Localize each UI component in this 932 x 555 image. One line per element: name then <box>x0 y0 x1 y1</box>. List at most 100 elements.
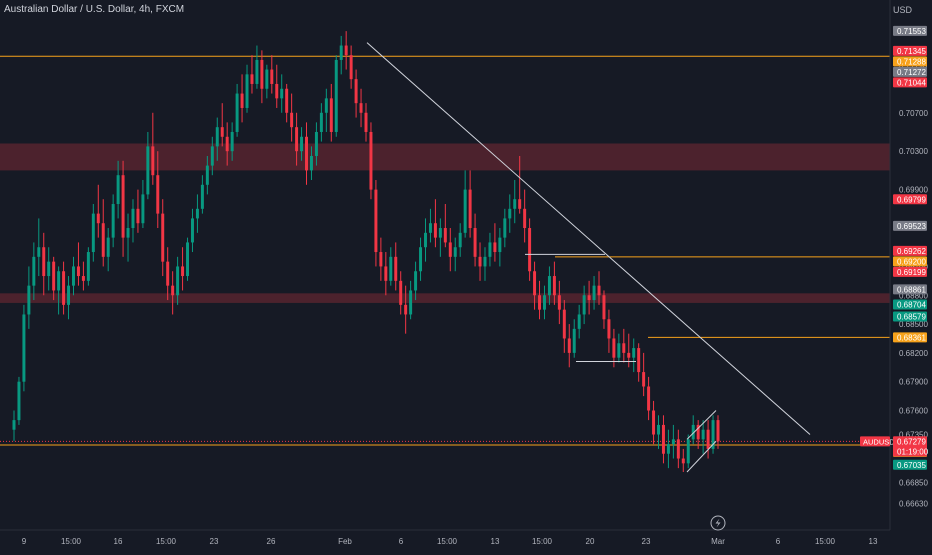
candle <box>52 256 56 301</box>
candle <box>632 338 636 373</box>
candle <box>379 237 383 281</box>
candle <box>414 261 418 301</box>
candle <box>488 232 492 267</box>
candle <box>538 280 542 320</box>
replay-icon[interactable] <box>710 515 726 531</box>
candle <box>498 228 502 267</box>
svg-text:0.68579: 0.68579 <box>897 312 926 321</box>
candle <box>126 213 130 262</box>
candle <box>156 151 160 229</box>
candle <box>473 213 477 267</box>
candle <box>696 420 700 449</box>
svg-text:0.71553: 0.71553 <box>897 27 926 36</box>
candle <box>562 300 566 353</box>
candle <box>319 103 323 142</box>
candle <box>67 276 71 320</box>
x-tick-label: 6 <box>399 537 404 546</box>
candle <box>176 256 180 305</box>
x-tick-label: Mar <box>711 537 725 546</box>
resistance-zone[interactable] <box>0 143 890 171</box>
candle <box>468 170 472 238</box>
candle <box>374 180 378 267</box>
candle <box>671 424 675 459</box>
candle <box>701 420 705 454</box>
candle <box>116 160 120 219</box>
trendline[interactable] <box>366 42 811 435</box>
candle <box>300 127 304 161</box>
price-label: 0.67035 <box>893 459 927 470</box>
candle <box>225 122 229 166</box>
trendline[interactable] <box>686 410 717 440</box>
candle <box>602 290 606 329</box>
candle <box>652 400 656 445</box>
candle <box>666 429 670 469</box>
candle <box>399 271 403 315</box>
candle <box>285 83 289 123</box>
svg-text:0.68861: 0.68861 <box>897 285 926 294</box>
y-tick-label: 0.66850 <box>899 479 928 488</box>
candle <box>587 280 591 315</box>
candle <box>151 112 155 185</box>
candle <box>716 415 720 449</box>
candle <box>676 429 680 469</box>
x-tick-label: 15:00 <box>156 537 177 546</box>
candle <box>433 199 437 248</box>
candle <box>542 285 546 320</box>
candle <box>691 415 695 445</box>
candle <box>528 218 532 281</box>
candle <box>359 88 363 128</box>
candle <box>577 304 581 339</box>
candle <box>329 83 333 142</box>
candle <box>255 45 259 89</box>
candle <box>443 204 447 248</box>
y-tick-label: 0.70700 <box>899 109 928 118</box>
candle <box>478 242 482 281</box>
x-tick-label: 15:00 <box>61 537 82 546</box>
candle <box>552 261 556 305</box>
candle <box>314 122 318 166</box>
resistance-zone[interactable] <box>0 293 890 303</box>
svg-text:0.68361: 0.68361 <box>897 333 926 342</box>
svg-text:0.71044: 0.71044 <box>897 78 926 87</box>
candle <box>62 261 66 315</box>
trendline[interactable] <box>686 440 717 473</box>
candle <box>448 228 452 272</box>
candle <box>265 64 269 99</box>
last-price-symbol: AUDUSD <box>863 437 895 446</box>
candle <box>136 189 140 233</box>
candle <box>661 415 665 464</box>
candle <box>186 237 190 281</box>
x-tick-label: 20 <box>586 537 595 546</box>
candle <box>96 184 100 238</box>
candle <box>686 434 690 469</box>
candle <box>424 218 427 262</box>
candle <box>200 175 204 214</box>
svg-text:0.69200: 0.69200 <box>897 257 926 266</box>
candle <box>657 415 660 449</box>
candle <box>205 155 209 195</box>
svg-text:0.71288: 0.71288 <box>897 57 926 66</box>
candle <box>146 131 150 200</box>
candle <box>295 112 299 166</box>
candle <box>42 232 46 296</box>
candle <box>324 88 328 132</box>
price-label: 0.68704 <box>893 299 927 310</box>
price-label: 0.68861 <box>893 284 927 295</box>
candle <box>334 55 338 137</box>
candle <box>230 122 234 161</box>
x-tick-label: 15:00 <box>437 537 458 546</box>
candle <box>508 194 512 233</box>
svg-text:0.71272: 0.71272 <box>897 68 926 77</box>
price-label: 0.69199 <box>893 266 927 277</box>
candle <box>240 74 244 123</box>
candle <box>567 324 571 368</box>
candle <box>428 208 432 243</box>
candle <box>305 122 308 185</box>
candle <box>220 103 224 147</box>
candle <box>280 74 284 113</box>
candle <box>607 309 611 353</box>
price-label: 0.71345 <box>893 45 927 56</box>
